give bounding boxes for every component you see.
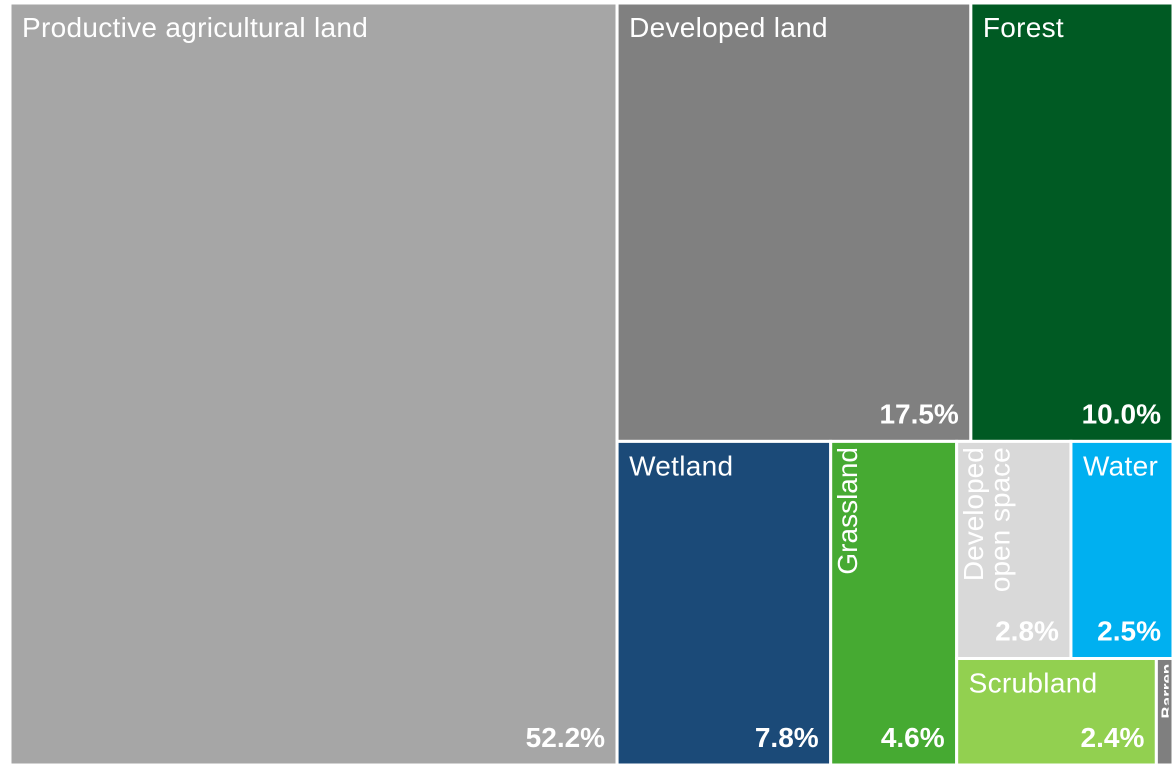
tile	[955, 439, 1073, 660]
tile-label: Water	[1083, 450, 1158, 481]
tile	[829, 439, 959, 767]
tile-label-box: Grassland	[834, 447, 863, 575]
tile	[969, 1, 1175, 443]
value-label: 2.5%	[1097, 615, 1161, 646]
tile-label: Developed land	[629, 12, 828, 43]
tile-label: Grassland	[834, 447, 863, 575]
tile	[1069, 439, 1175, 660]
tile	[615, 1, 973, 443]
value-label: 10.0%	[1082, 398, 1161, 429]
tile-label-box: Barren	[1160, 664, 1169, 720]
value-label: 2.8%	[995, 615, 1059, 646]
tile-label: Wetland	[629, 450, 733, 481]
tile	[8, 1, 619, 767]
value-label: 17.5%	[879, 398, 958, 429]
tile	[615, 439, 833, 767]
tile-label: Scrubland	[969, 667, 1098, 698]
value-label: 52.2%	[526, 722, 605, 753]
tile-label-box: Developed open space	[960, 447, 1016, 593]
value-label: 2.4%	[1081, 722, 1145, 753]
tile-label: Barren	[1160, 664, 1169, 720]
value-label: 7.8%	[755, 722, 819, 753]
tile-label: Forest	[983, 12, 1064, 43]
tile	[1154, 656, 1175, 767]
tile-label: Developed open space	[960, 447, 1016, 593]
tile-label: Productive agricultural land	[22, 12, 368, 43]
value-label: 4.6%	[881, 722, 945, 753]
